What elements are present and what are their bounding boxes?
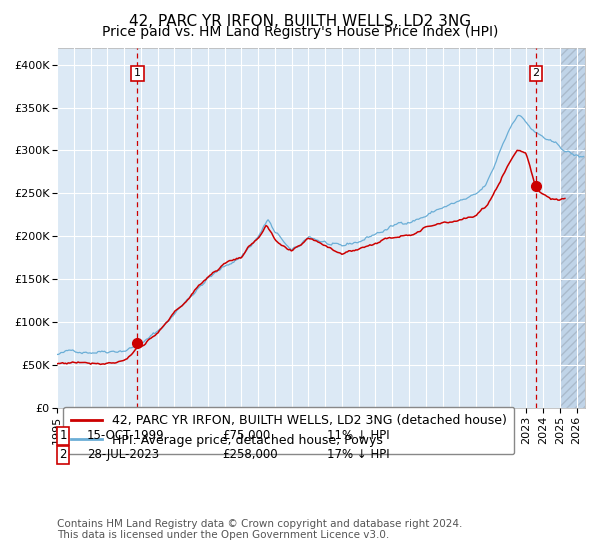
Text: £75,000: £75,000	[222, 429, 270, 442]
Text: 11% ↓ HPI: 11% ↓ HPI	[327, 429, 389, 442]
Text: 1: 1	[134, 68, 141, 78]
Text: 15-OCT-1999: 15-OCT-1999	[87, 429, 164, 442]
Text: 28-JUL-2023: 28-JUL-2023	[87, 448, 159, 461]
Text: 2: 2	[532, 68, 539, 78]
Text: £258,000: £258,000	[222, 448, 278, 461]
Text: Price paid vs. HM Land Registry's House Price Index (HPI): Price paid vs. HM Land Registry's House …	[102, 25, 498, 39]
Text: 17% ↓ HPI: 17% ↓ HPI	[327, 448, 389, 461]
Text: 42, PARC YR IRFON, BUILTH WELLS, LD2 3NG: 42, PARC YR IRFON, BUILTH WELLS, LD2 3NG	[129, 14, 471, 29]
Legend: 42, PARC YR IRFON, BUILTH WELLS, LD2 3NG (detached house), HPI: Average price, d: 42, PARC YR IRFON, BUILTH WELLS, LD2 3NG…	[63, 407, 514, 454]
Text: 1: 1	[59, 429, 67, 442]
Text: 2: 2	[59, 448, 67, 461]
Bar	[560, 48, 585, 408]
Text: Contains HM Land Registry data © Crown copyright and database right 2024.
This d: Contains HM Land Registry data © Crown c…	[57, 519, 463, 540]
